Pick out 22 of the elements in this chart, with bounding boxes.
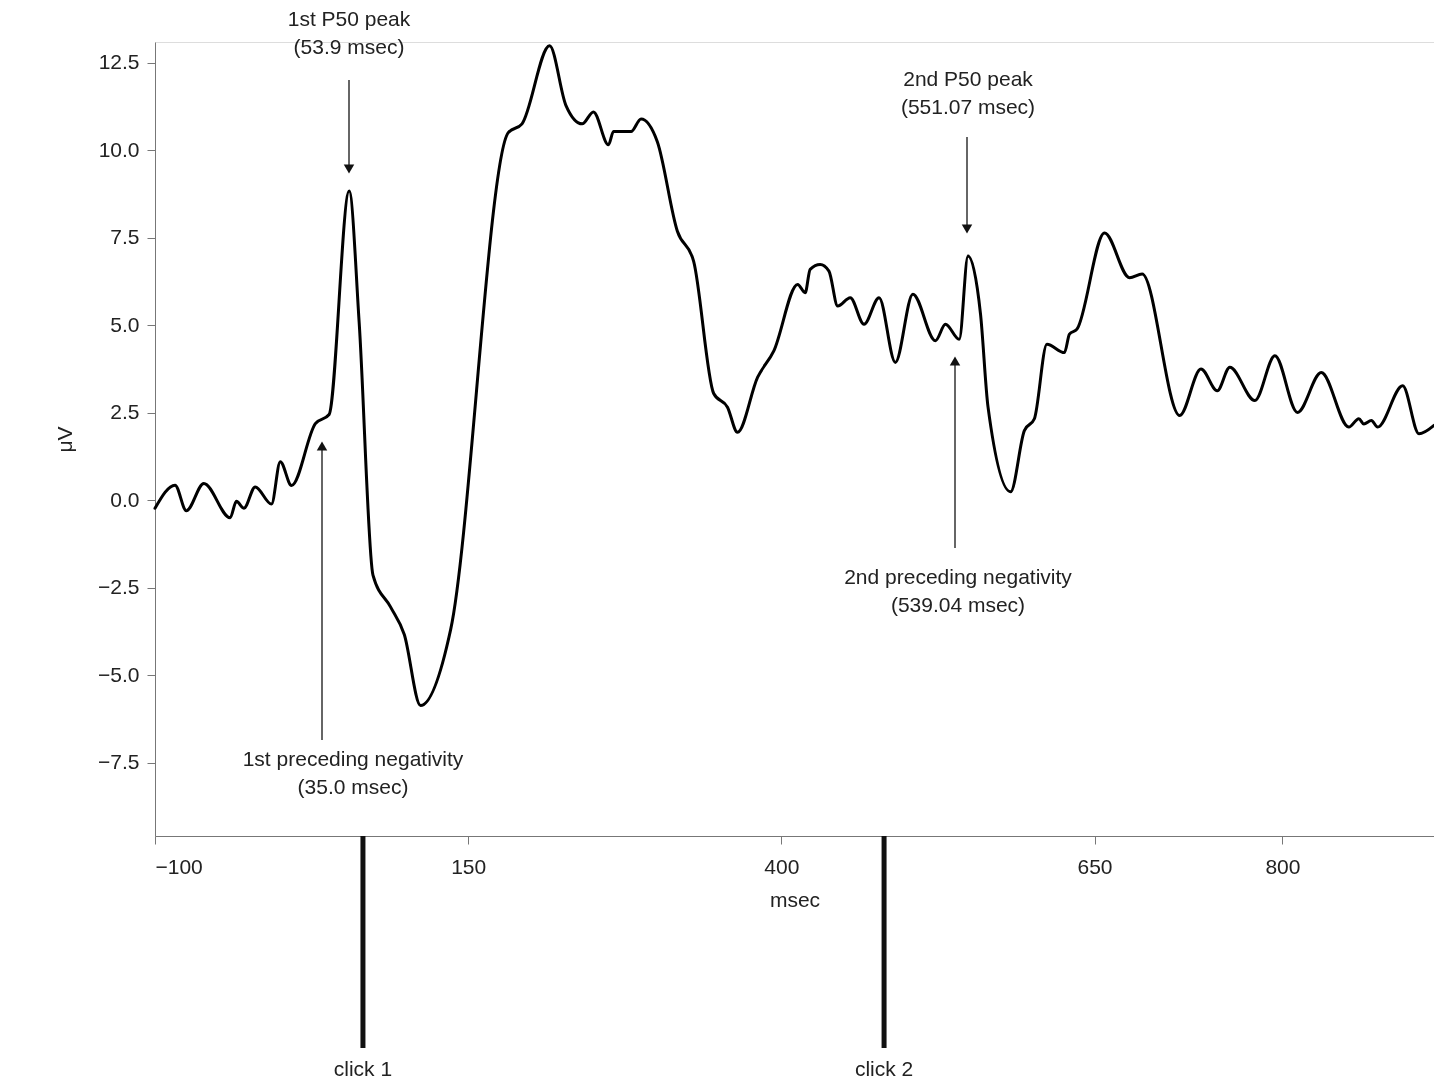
y-axis-title: μV (53, 426, 77, 453)
annotation: 1st preceding negativity (35.0 msec) (242, 747, 464, 798)
y-tick-label: 12.5 (98, 50, 140, 74)
annotation: 1st P50 peak (53.9 msec) (287, 7, 411, 58)
y-tick-label: 0.0 (110, 487, 140, 511)
x-tick-label: 650 (1077, 854, 1113, 878)
y-tick-label: 7.5 (110, 225, 140, 249)
annotation: 2nd P50 peak (551.07 msec) (900, 67, 1036, 118)
y-tick-label: 2.5 (110, 400, 140, 424)
y-tick-label: −7.5 (98, 750, 140, 774)
x-tick-label: 800 (1265, 854, 1301, 878)
ref-line-label: click 1 (333, 1057, 393, 1080)
x-tick-label: 400 (764, 854, 800, 878)
x-axis-title: msec (769, 887, 821, 911)
y-tick-label: −5.0 (98, 662, 140, 686)
x-tick-label: 150 (451, 854, 487, 878)
annotation: 2nd preceding negativity (539.04 msec) (844, 565, 1073, 616)
ref-line-label: click 2 (854, 1057, 914, 1080)
y-tick-label: 5.0 (110, 312, 140, 336)
y-tick-label: −2.5 (98, 575, 140, 599)
y-tick-label: 10.0 (98, 137, 140, 161)
x-tick-label: −100 (155, 854, 203, 878)
